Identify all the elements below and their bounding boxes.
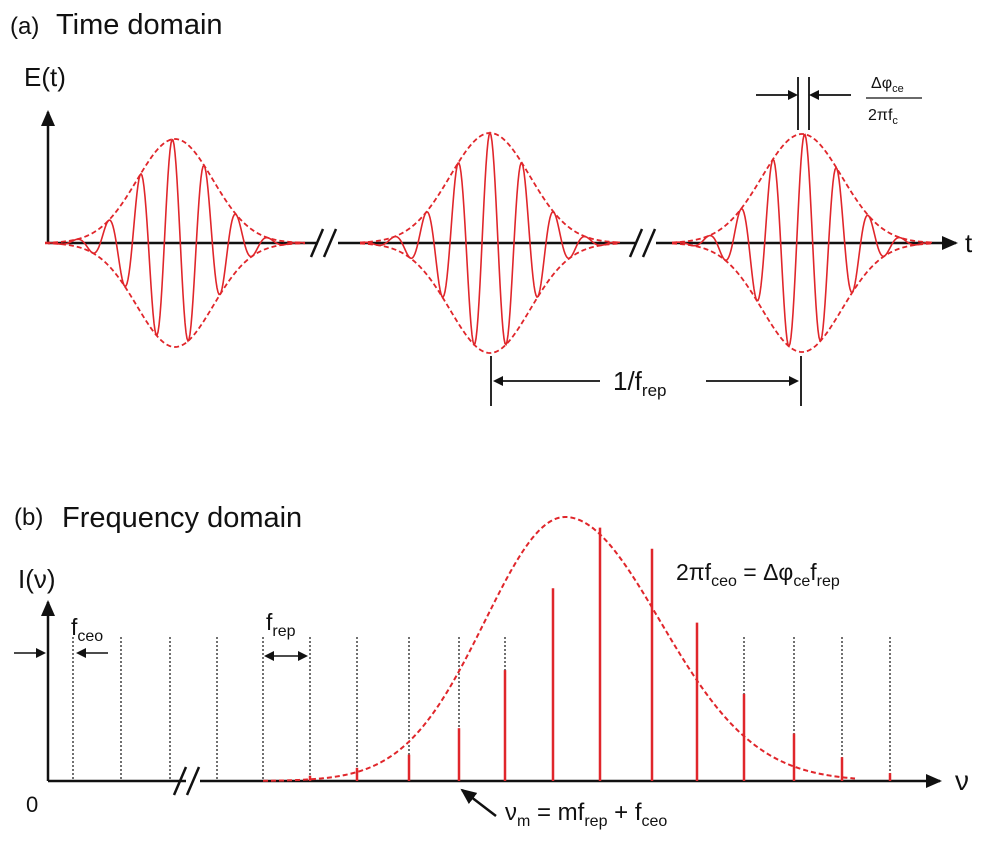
offset-relation: 2πfceo = Δφcefrep — [676, 559, 840, 590]
pulse-2-envelope-lower — [359, 242, 621, 354]
time-panel-label: (a) — [10, 13, 39, 40]
time-axis-break-1 — [309, 228, 338, 258]
origin-label: 0 — [26, 792, 38, 817]
pulse-train — [44, 131, 933, 354]
phase-slip-marker — [756, 77, 851, 130]
time-axis-break-2 — [628, 228, 657, 258]
period-marker — [490, 356, 802, 406]
pulse-3-envelope-upper — [671, 133, 933, 244]
time-panel-title: Time domain — [56, 9, 223, 41]
pulse-1-carrier — [44, 138, 306, 343]
time-x-axis-label: t — [965, 228, 973, 258]
phase-slip-label: Δφce 2πfc — [866, 75, 922, 127]
freq-panel-label: (b) — [14, 504, 43, 531]
period-label: 1/frep — [613, 366, 667, 400]
time-y-axis-label: E(t) — [24, 62, 66, 92]
pulse-1-envelope-lower — [44, 242, 306, 348]
pulse-2-envelope-upper — [359, 132, 621, 244]
pulse-3-carrier — [671, 133, 933, 348]
spectral-envelope — [262, 515, 856, 782]
time-domain-panel: (a) Time domain E(t) t Δφce — [10, 9, 973, 406]
pulse-2-carrier — [359, 131, 621, 347]
phase-slip-numerator: Δφce — [871, 75, 904, 95]
freq-panel-title: Frequency domain — [62, 502, 302, 534]
freq-axis-break — [172, 766, 201, 796]
mode-pointer-arrow — [460, 788, 497, 817]
pulse-3-envelope-lower — [671, 242, 933, 353]
fceo-label: fceo — [71, 614, 103, 645]
frep-label: frep — [266, 609, 296, 640]
pulse-1-envelope-upper — [44, 138, 306, 244]
frequency-comb — [72, 527, 892, 781]
phase-slip-denominator: 2πfc — [868, 107, 898, 127]
freq-y-axis-label: I(ν) — [18, 564, 56, 594]
frequency-domain-panel: (b) Frequency domain I(ν) 0 ν fceo frep … — [14, 502, 969, 830]
mode-formula: νm = mfrep + fceo — [505, 799, 667, 830]
freq-x-axis-label: ν — [955, 765, 969, 796]
